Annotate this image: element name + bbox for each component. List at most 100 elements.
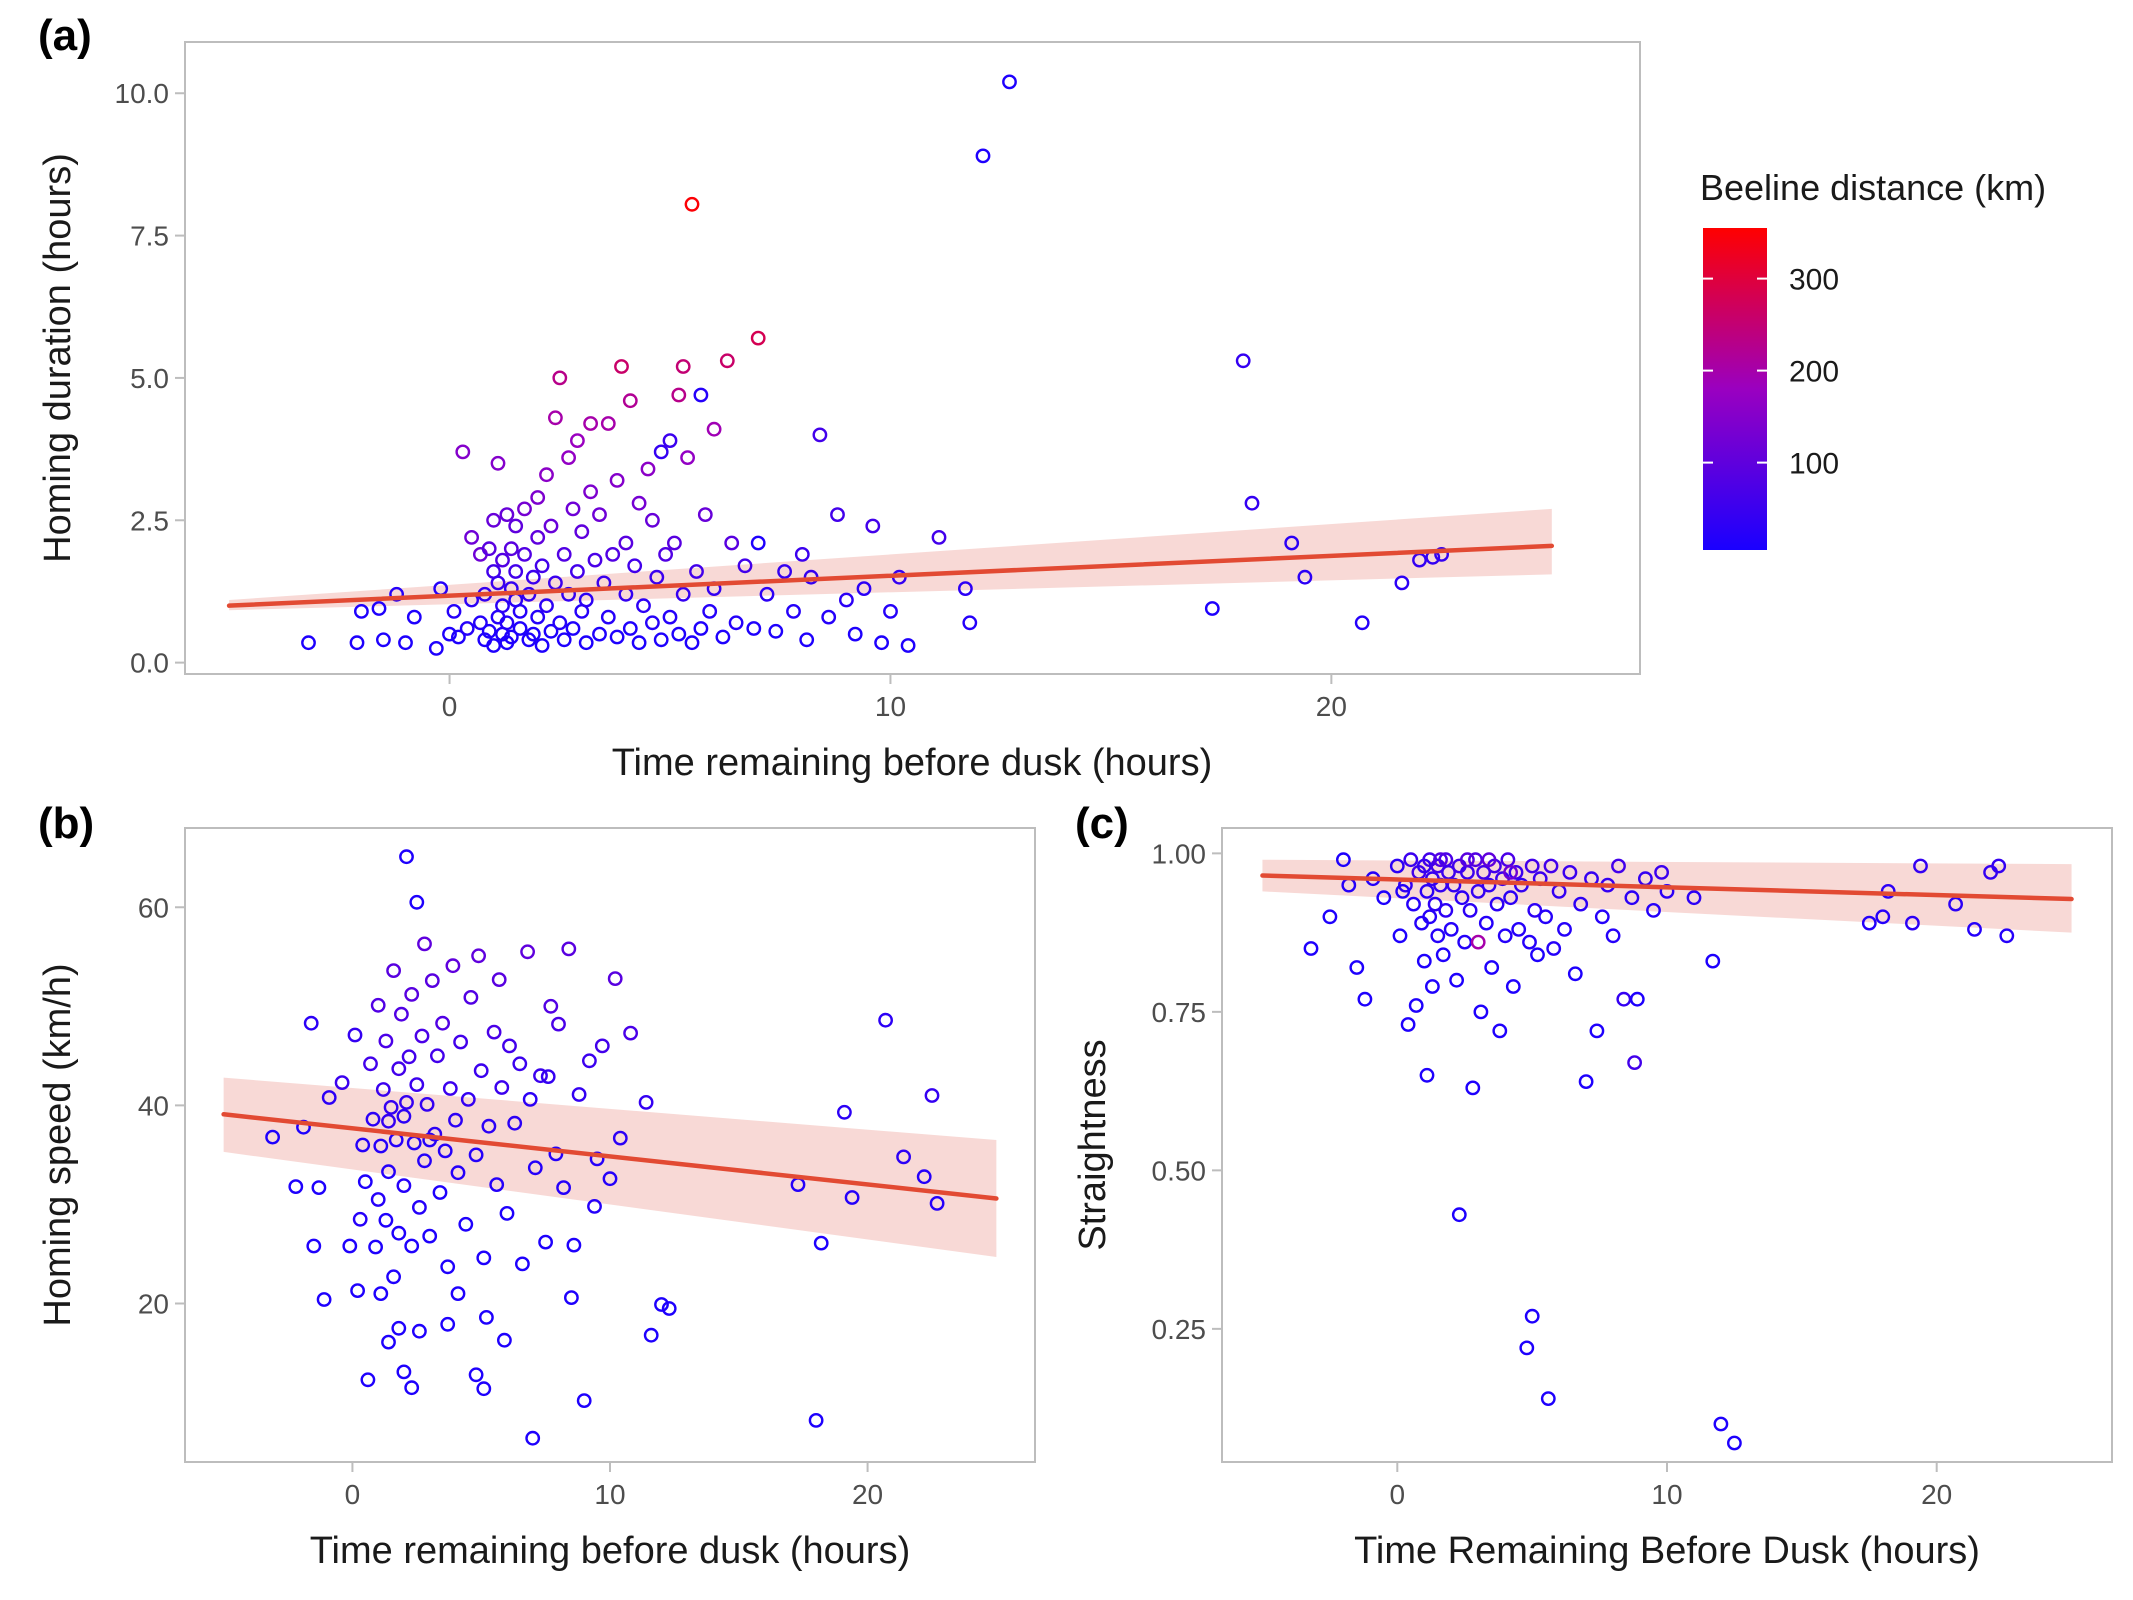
data-point	[1303, 941, 1319, 956]
data-point	[556, 632, 572, 648]
data-point	[381, 1164, 396, 1180]
data-point	[697, 507, 713, 522]
data-point	[612, 1130, 628, 1146]
data-point	[786, 604, 801, 619]
panel-b-homing-speed: (b) 0 10 20 20 40 60 Time remaining before d…	[37, 799, 1036, 1572]
data-point	[437, 1143, 453, 1159]
data-point	[396, 1178, 412, 1194]
x-tick-label: 0	[1390, 1479, 1406, 1510]
data-point	[636, 598, 651, 614]
data-point	[381, 1334, 396, 1350]
data-point	[533, 1068, 548, 1084]
data-point	[1503, 890, 1519, 906]
data-point	[375, 1082, 391, 1097]
data-point	[1403, 852, 1419, 868]
data-point	[440, 1259, 456, 1275]
data-point	[363, 1056, 378, 1072]
y-tick-label: 10.0	[115, 78, 170, 109]
data-point	[311, 1180, 327, 1196]
data-point	[675, 359, 691, 374]
data-point	[1392, 928, 1408, 944]
data-point	[564, 1290, 579, 1306]
data-point	[499, 615, 515, 631]
data-point	[1605, 928, 1621, 944]
data-point	[1297, 569, 1313, 585]
data-point	[1524, 858, 1540, 874]
data-point	[1400, 1017, 1416, 1032]
data-point	[924, 1088, 940, 1103]
data-point	[583, 484, 598, 500]
data-point	[522, 1092, 538, 1107]
data-point	[1204, 601, 1220, 616]
y-tick-label: 0.0	[130, 648, 169, 679]
data-point	[494, 1080, 510, 1095]
data-point	[1646, 903, 1661, 918]
data-point	[1438, 903, 1454, 918]
data-point	[349, 635, 365, 651]
panel-b-points	[265, 849, 945, 1446]
data-point	[1573, 896, 1589, 912]
data-point	[552, 370, 568, 386]
data-point	[1476, 865, 1492, 880]
data-point	[360, 1372, 376, 1388]
data-point	[507, 1115, 523, 1131]
data-point	[1616, 991, 1632, 1007]
data-point	[481, 623, 497, 639]
data-point	[1244, 495, 1260, 511]
data-point	[1713, 1416, 1729, 1432]
data-point	[958, 581, 973, 596]
data-point	[1508, 865, 1524, 880]
data-point	[398, 635, 413, 651]
data-point	[543, 998, 559, 1014]
data-point	[370, 997, 386, 1013]
legend-title: Beeline distance (km)	[1700, 167, 2046, 208]
data-point	[1540, 1391, 1556, 1407]
data-point	[499, 1206, 515, 1221]
data-point	[1489, 896, 1505, 912]
data-point	[1434, 547, 1450, 562]
data-point	[1594, 909, 1610, 925]
data-point	[548, 410, 563, 426]
data-point	[719, 353, 735, 369]
data-point	[503, 629, 519, 645]
data-point	[393, 1006, 409, 1022]
data-point	[844, 1190, 860, 1205]
legend-tick-label: 300	[1789, 264, 1839, 297]
data-point	[525, 626, 541, 642]
confidence-band	[223, 1077, 997, 1257]
panel-c-fit-line	[1260, 873, 2074, 902]
data-point	[486, 1024, 502, 1040]
data-point	[821, 609, 837, 625]
legend-tick-label: 200	[1789, 356, 1839, 389]
data-point	[1354, 615, 1370, 631]
data-point	[1449, 972, 1465, 988]
data-point	[391, 1320, 407, 1336]
data-point	[520, 944, 535, 960]
panel-c-points	[1303, 852, 2015, 1451]
data-point	[565, 621, 581, 636]
data-point	[1991, 858, 2007, 874]
data-point	[1484, 960, 1500, 975]
data-point	[896, 1149, 911, 1165]
data-point	[476, 1381, 492, 1397]
data-point	[643, 1327, 659, 1343]
data-point	[614, 359, 629, 374]
legend-tick-label: 100	[1789, 448, 1839, 481]
data-point	[799, 632, 815, 648]
data-point	[391, 1225, 407, 1241]
data-point	[574, 524, 590, 540]
data-point	[401, 1049, 417, 1065]
data-point	[411, 1323, 427, 1339]
legend-colorbar	[1703, 228, 1767, 550]
data-point	[1336, 852, 1351, 868]
data-point	[389, 586, 404, 602]
data-point	[1530, 947, 1545, 963]
panel-a-points	[301, 74, 1450, 656]
data-point	[645, 512, 660, 528]
data-point	[490, 575, 506, 591]
data-point	[1538, 909, 1554, 925]
data-point	[525, 1430, 541, 1446]
y-tick-label: 2.5	[130, 505, 169, 536]
data-point	[463, 990, 479, 1005]
y-tick-label: 60	[138, 892, 169, 923]
